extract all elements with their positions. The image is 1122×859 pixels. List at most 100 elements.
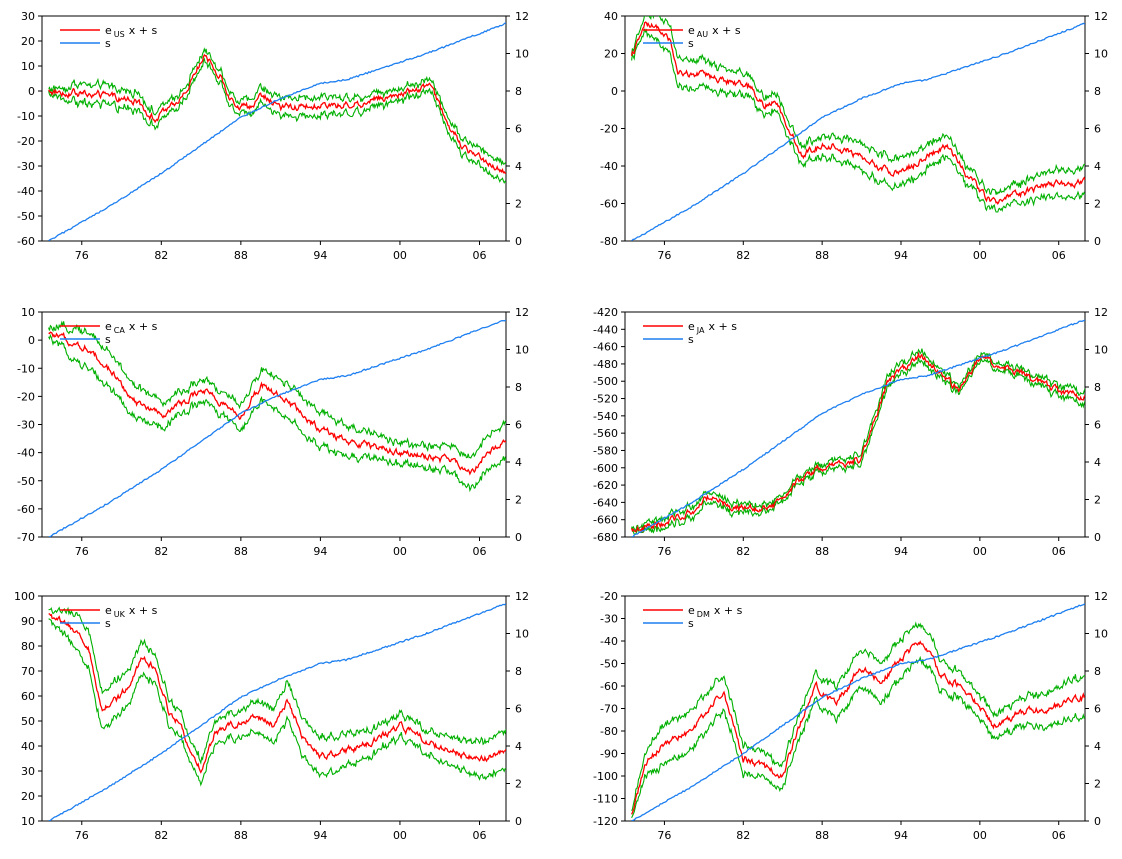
y-left-tick-label: -620 [593,479,618,492]
x-tick-label: 06 [1052,249,1066,262]
s-series-line [631,319,1085,537]
y-right-tick-label: 10 [1094,628,1108,641]
x-tick-label: 88 [234,249,248,262]
y-left-tick-label: -30 [17,419,35,432]
legend-suffix: x + s [712,24,741,37]
y-left-tick-label: 50 [21,715,35,728]
legend: e DM x + ss [643,604,743,630]
x-tick-label: 00 [393,545,407,558]
lower-band-line [631,28,1085,213]
y-right-tick-label: 6 [1094,703,1101,716]
y-right-tick-label: 8 [1094,381,1101,394]
x-tick-label: 94 [894,829,908,842]
y-right-tick-label: 4 [515,160,522,173]
y-left-tick-label: -60 [600,680,618,693]
x-tick-label: 76 [75,249,89,262]
y-left-tick-label: -40 [600,160,618,173]
y-right-tick-label: 0 [515,815,522,828]
x-tick-label: 82 [736,249,750,262]
legend-label: e CA x + s [105,320,158,335]
e-series-line [48,613,506,774]
x-tick-label: 88 [234,545,248,558]
legend-label: e JA x + s [688,320,737,335]
y-left-tick-label: 60 [21,690,35,703]
y-left-tick-label: -580 [593,444,618,457]
e-series-line [631,640,1085,815]
y-left-tick-label: -560 [593,427,618,440]
y-left-tick-label: 10 [21,306,35,319]
y-right-tick-label: 6 [515,419,522,432]
legend: e JA x + ss [643,320,737,346]
x-tick-label: 06 [1052,545,1066,558]
y-right-tick-label: 4 [1094,740,1101,753]
y-left-tick-label: -30 [600,613,618,626]
y-left-tick-label: -660 [593,514,618,527]
y-left-tick-label: -40 [600,635,618,648]
upper-band-line [631,621,1085,811]
y-right-tick-label: 12 [515,306,529,319]
y-right-tick-label: 4 [1094,456,1101,469]
legend-subscript: US [114,30,125,39]
panel-3: -70 -60 -50 -40 -30 -20 -10 0 10 0 2 4 6 8 10 12 76 82 88 9… [17,306,529,558]
lower-band-line [48,618,506,787]
y-left-tick-label: 10 [21,815,35,828]
s-series-line [48,319,506,537]
y-left-tick-label: 100 [14,590,35,603]
x-tick-label: 76 [657,545,671,558]
x-tick-label: 88 [815,545,829,558]
y-right-tick-label: 10 [515,344,529,357]
y-left-tick-label: 90 [21,615,35,628]
y-left-tick-label: -60 [17,503,35,516]
s-series-line [631,22,1085,241]
x-tick-label: 76 [75,829,89,842]
y-left-tick-label: -440 [593,323,618,336]
y-left-tick-label: 40 [604,10,618,23]
y-right-tick-label: 2 [515,198,522,211]
y-left-tick-label: -20 [17,135,35,148]
y-left-tick-label: -10 [17,110,35,123]
legend-suffix: x + s [129,320,158,333]
y-right-tick-label: 6 [1094,419,1101,432]
x-tick-label: 06 [472,829,486,842]
y-left-tick-label: -50 [17,210,35,223]
legend-label: s [688,37,694,50]
y-left-tick-label: 30 [21,10,35,23]
y-right-tick-label: 12 [1094,306,1108,319]
y-left-tick-label: 20 [604,48,618,61]
upper-band-line [48,47,506,167]
x-tick-label: 82 [736,829,750,842]
y-left-tick-label: -90 [600,748,618,761]
y-right-tick-label: 4 [1094,160,1101,173]
y-right-tick-label: 2 [515,778,522,791]
legend-label: e AU x + s [688,24,741,39]
y-right-tick-label: 0 [515,235,522,248]
y-left-tick-label: -520 [593,393,618,406]
legend: e US x + ss [60,24,157,50]
e-series-line [630,21,1085,205]
legend-subscript: DM [697,610,710,619]
legend-subscript: CA [114,326,126,335]
y-left-tick-label: -100 [593,770,618,783]
x-tick-label: 00 [973,829,987,842]
x-tick-label: 88 [815,829,829,842]
s-series-line [48,22,506,241]
legend-subscript: UK [114,610,126,619]
y-left-tick-label: 0 [28,85,35,98]
y-left-tick-label: 20 [21,35,35,48]
x-tick-label: 06 [472,545,486,558]
y-right-tick-label: 10 [1094,48,1108,61]
y-left-tick-label: -70 [600,703,618,716]
legend-suffix: x + s [714,604,743,617]
y-left-tick-label: -10 [17,362,35,375]
y-left-tick-label: 10 [21,60,35,73]
legend-label: s [105,37,111,50]
x-tick-label: 76 [657,829,671,842]
y-left-tick-label: -420 [593,306,618,319]
y-right-tick-label: 12 [1094,10,1108,23]
legend: e CA x + ss [60,320,158,346]
x-tick-label: 76 [75,545,89,558]
x-tick-label: 76 [657,249,671,262]
y-left-tick-label: -540 [593,410,618,423]
legend-suffix: x + s [129,604,158,617]
